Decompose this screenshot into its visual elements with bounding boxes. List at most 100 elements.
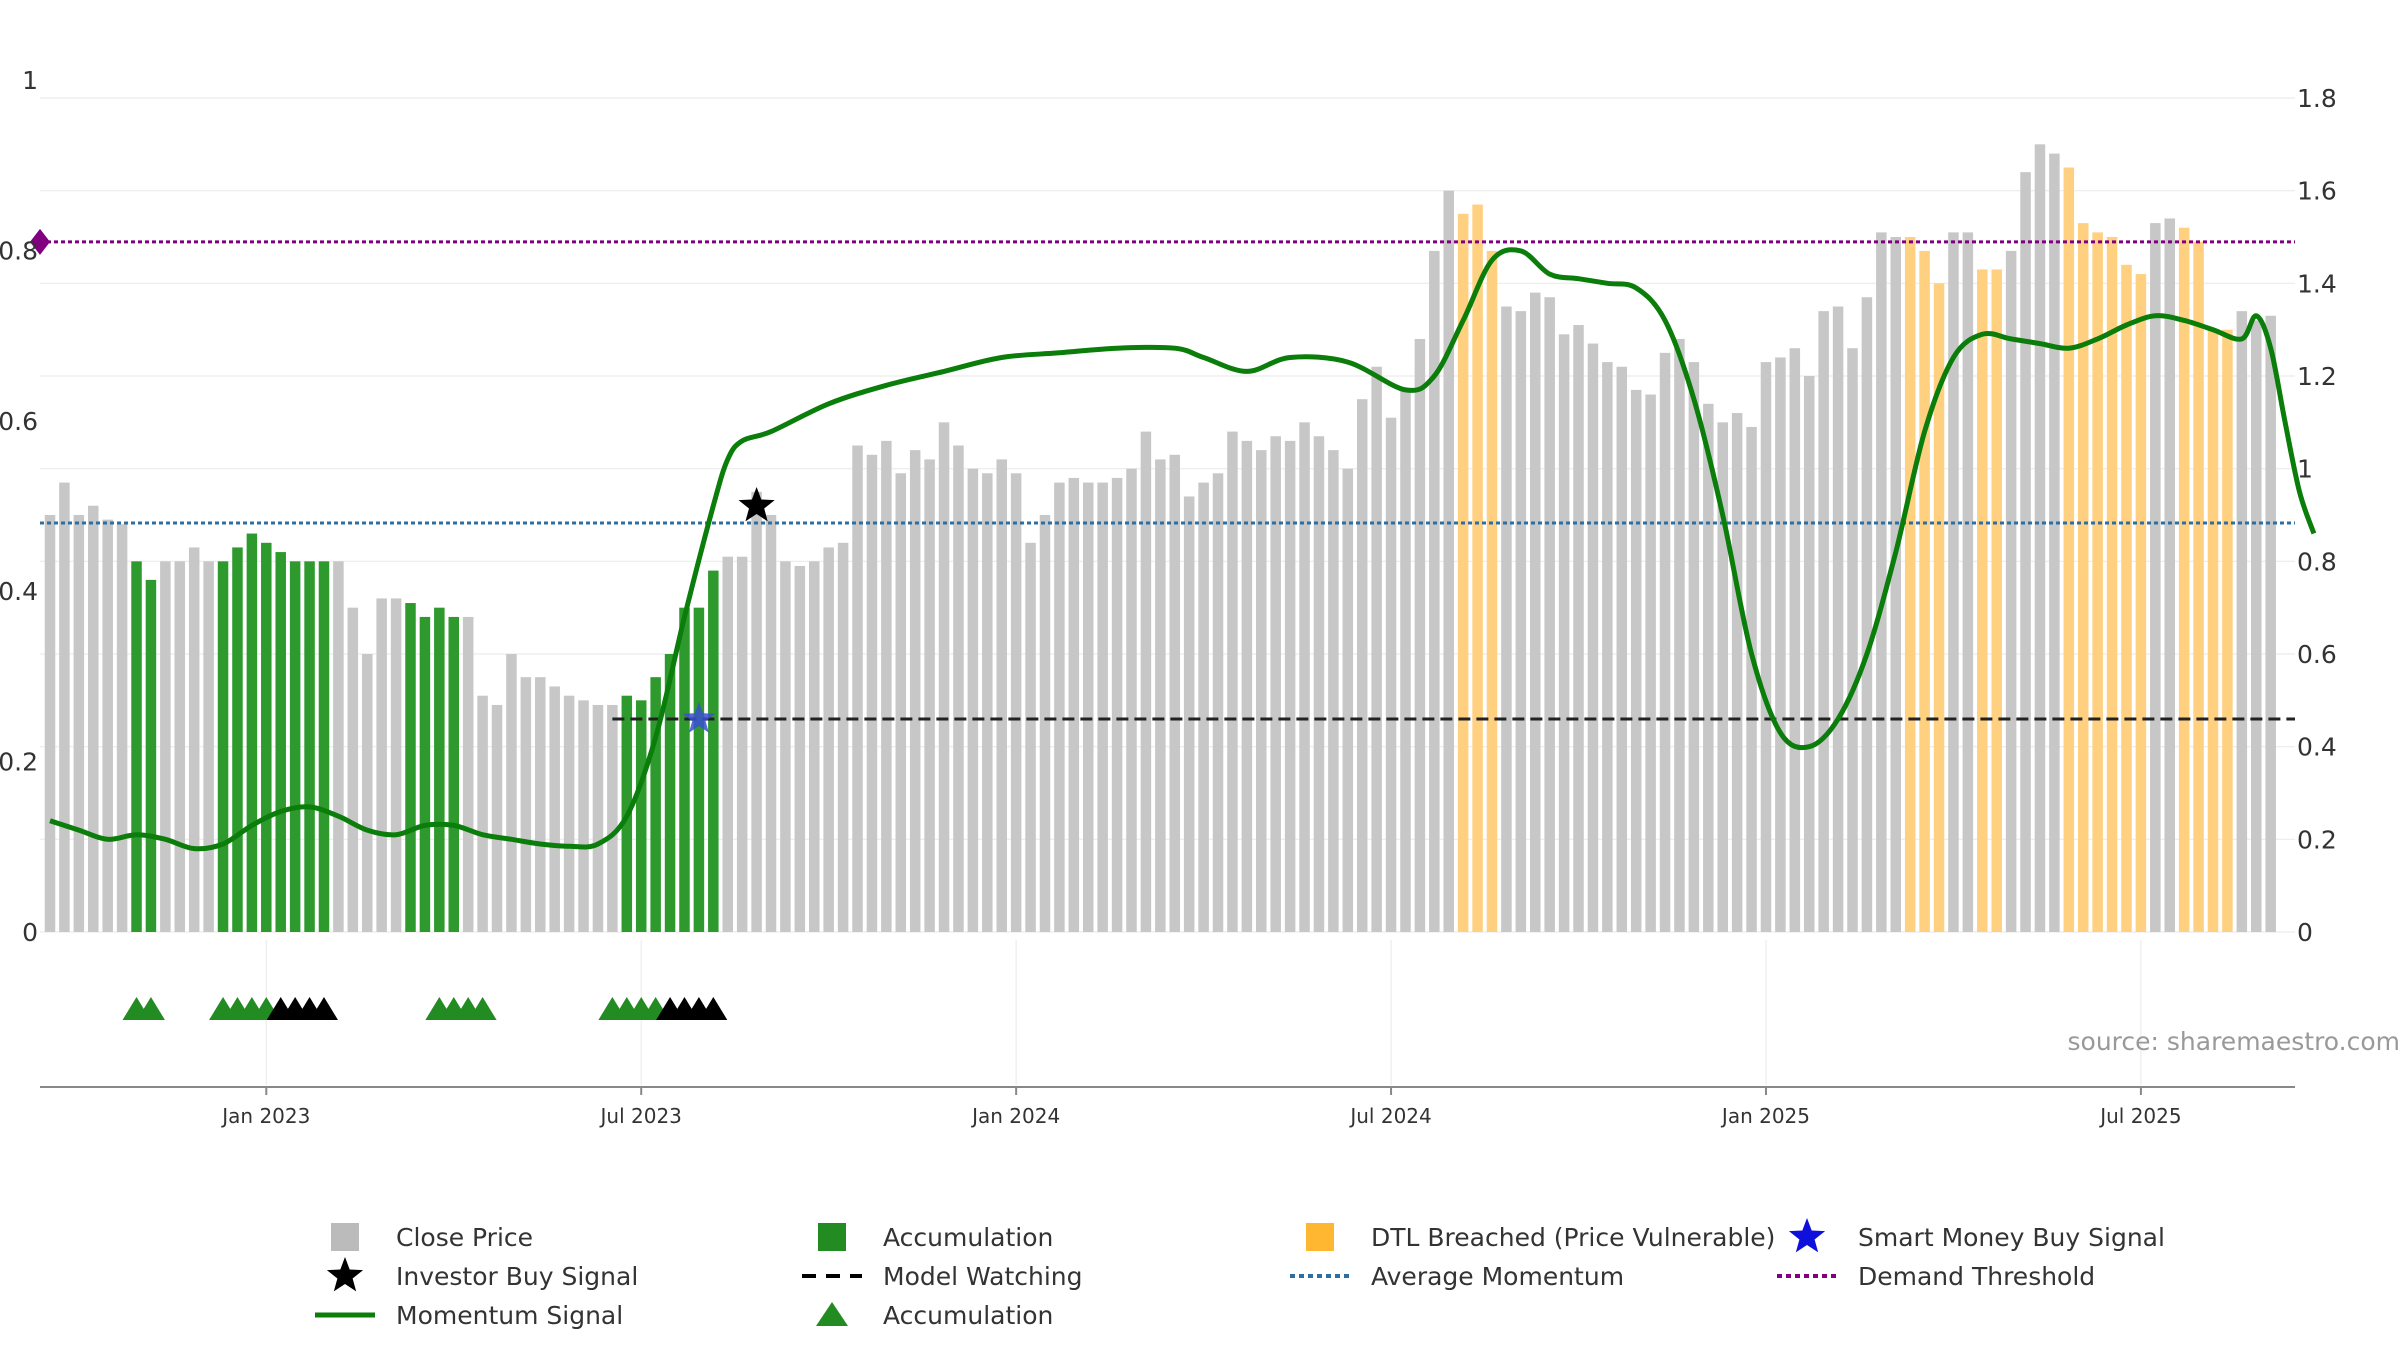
close-price-bar (1616, 366, 1628, 932)
close-price-bar (2034, 144, 2046, 933)
close-price-bar (1068, 477, 1080, 932)
right-y-tick-label: 1.4 (2297, 269, 2337, 298)
close-price-bar (1082, 482, 1094, 932)
legend-star-symbol (326, 1257, 364, 1292)
close-price-bar (1674, 338, 1685, 932)
legend-label: Average Momentum (1371, 1262, 1624, 1291)
close-price-bar (909, 450, 921, 932)
close-price-bar (2251, 320, 2262, 932)
close-price-bar (1775, 357, 1786, 932)
accumulation-bar (650, 677, 661, 932)
close-price-bar (361, 654, 373, 932)
accumulation-bar (275, 552, 286, 932)
left-y-tick-label: 0.4 (0, 577, 38, 606)
close-price-bar (607, 704, 618, 932)
close-price-bar (1169, 454, 1181, 932)
close-price-bar (491, 704, 503, 932)
close-price-bar (1097, 482, 1108, 932)
close-price-bar (1443, 190, 1454, 932)
close-price-bar (477, 695, 488, 932)
close-price-bar (1025, 542, 1036, 932)
close-price-bar (116, 524, 128, 932)
close-price-bar (837, 542, 849, 932)
legend-label: Investor Buy Signal (396, 1262, 638, 1291)
accumulation-bar (448, 616, 460, 932)
close-price-bar (1876, 232, 1887, 932)
left-y-tick-label: 0.2 (0, 748, 38, 777)
close-price-bar (1356, 399, 1368, 933)
left-y-tick-label: 0 (22, 918, 38, 947)
close-price-bar (1746, 426, 1757, 932)
x-tick-label: Jul 2024 (1348, 1104, 1431, 1128)
close-price-bar (1155, 459, 1166, 932)
accumulation-bar (304, 561, 315, 932)
close-price-bar (1847, 348, 1858, 932)
close-price-bar (1530, 292, 1541, 933)
x-tick-label: Jul 2023 (599, 1104, 682, 1128)
right-y-tick-label: 1 (2297, 455, 2313, 484)
close-price-bar (160, 561, 171, 932)
close-price-bar (1962, 232, 1974, 932)
x-tick-label: Jan 2024 (970, 1104, 1060, 1128)
close-price-bar (866, 454, 878, 932)
dtl-breached-bar (1486, 250, 1498, 932)
close-price-bar (1039, 515, 1051, 932)
accumulation-triangle-marker (468, 997, 497, 1020)
close-price-bar (1558, 334, 1570, 932)
close-price-bar (1183, 496, 1195, 932)
accumulation-bar (217, 561, 229, 932)
close-price-bar (563, 695, 575, 932)
close-price-bar (462, 616, 474, 932)
close-price-bar (1342, 468, 1354, 932)
dtl-breached-bar (1933, 283, 1945, 932)
accumulation-triangles (122, 997, 728, 1020)
close-price-bar (520, 677, 532, 932)
dtl-breached-bar (1919, 250, 1930, 932)
close-price-bar (924, 459, 935, 932)
close-price-bar (1818, 311, 1829, 933)
legend: Close Price Accumulation DTL Breached (Pri… (315, 1218, 2165, 1330)
right-y-tick-label: 0.2 (2297, 825, 2337, 854)
close-price-bar (1832, 306, 1844, 932)
momentum-signal (49, 247, 2317, 852)
legend-star-symbol (1788, 1218, 1826, 1253)
investor-buy-signal-star (738, 487, 775, 522)
legend-triangle-symbol (816, 1302, 848, 1326)
close-price-bar (1803, 376, 1815, 932)
gridlines (40, 97, 2295, 1085)
close-price-bar (2049, 153, 2060, 933)
right-y-tick-label: 1.2 (2297, 362, 2337, 391)
close-price-bar (1717, 422, 1728, 932)
close-price-bar (1010, 473, 1022, 932)
accumulation-bar (419, 616, 431, 932)
legend-square-symbol (331, 1223, 359, 1251)
close-price-bar (1760, 362, 1772, 933)
x-axis: Jan 2023 Jul 2023 Jan 2024 Jul 2024 Jan 2025… (40, 1086, 2295, 1128)
right-y-tick-label: 1.6 (2297, 177, 2337, 206)
smart-money-buy-signal-star (682, 702, 716, 733)
x-tick-label: Jan 2025 (1720, 1104, 1810, 1128)
close-price-bar (1270, 436, 1281, 932)
close-price-bar (376, 598, 387, 932)
close-price-bar (73, 515, 85, 932)
legend-label: Model Watching (883, 1262, 1083, 1291)
close-price-bar (967, 468, 979, 932)
close-price-bar (390, 598, 402, 932)
close-price-bar (1414, 338, 1426, 932)
close-price-bar (1212, 473, 1224, 932)
dtl-breached-bar (1457, 213, 1469, 933)
close-price-bar (1602, 362, 1613, 933)
dtl-breached-bar (2121, 264, 2132, 932)
accumulation-bar (232, 547, 243, 932)
close-price-bar (1703, 403, 1714, 932)
accumulation-bar (664, 654, 676, 932)
legend-label: Accumulation (883, 1223, 1053, 1252)
close-price-bar (1544, 297, 1555, 932)
legend-label: Accumulation (883, 1301, 1053, 1330)
accumulation-triangle-marker (136, 997, 165, 1020)
close-price-bar (736, 556, 748, 932)
close-price-bar (953, 445, 964, 932)
right-y-tick-label: 0.8 (2297, 547, 2337, 576)
close-price-bar (2150, 223, 2161, 933)
